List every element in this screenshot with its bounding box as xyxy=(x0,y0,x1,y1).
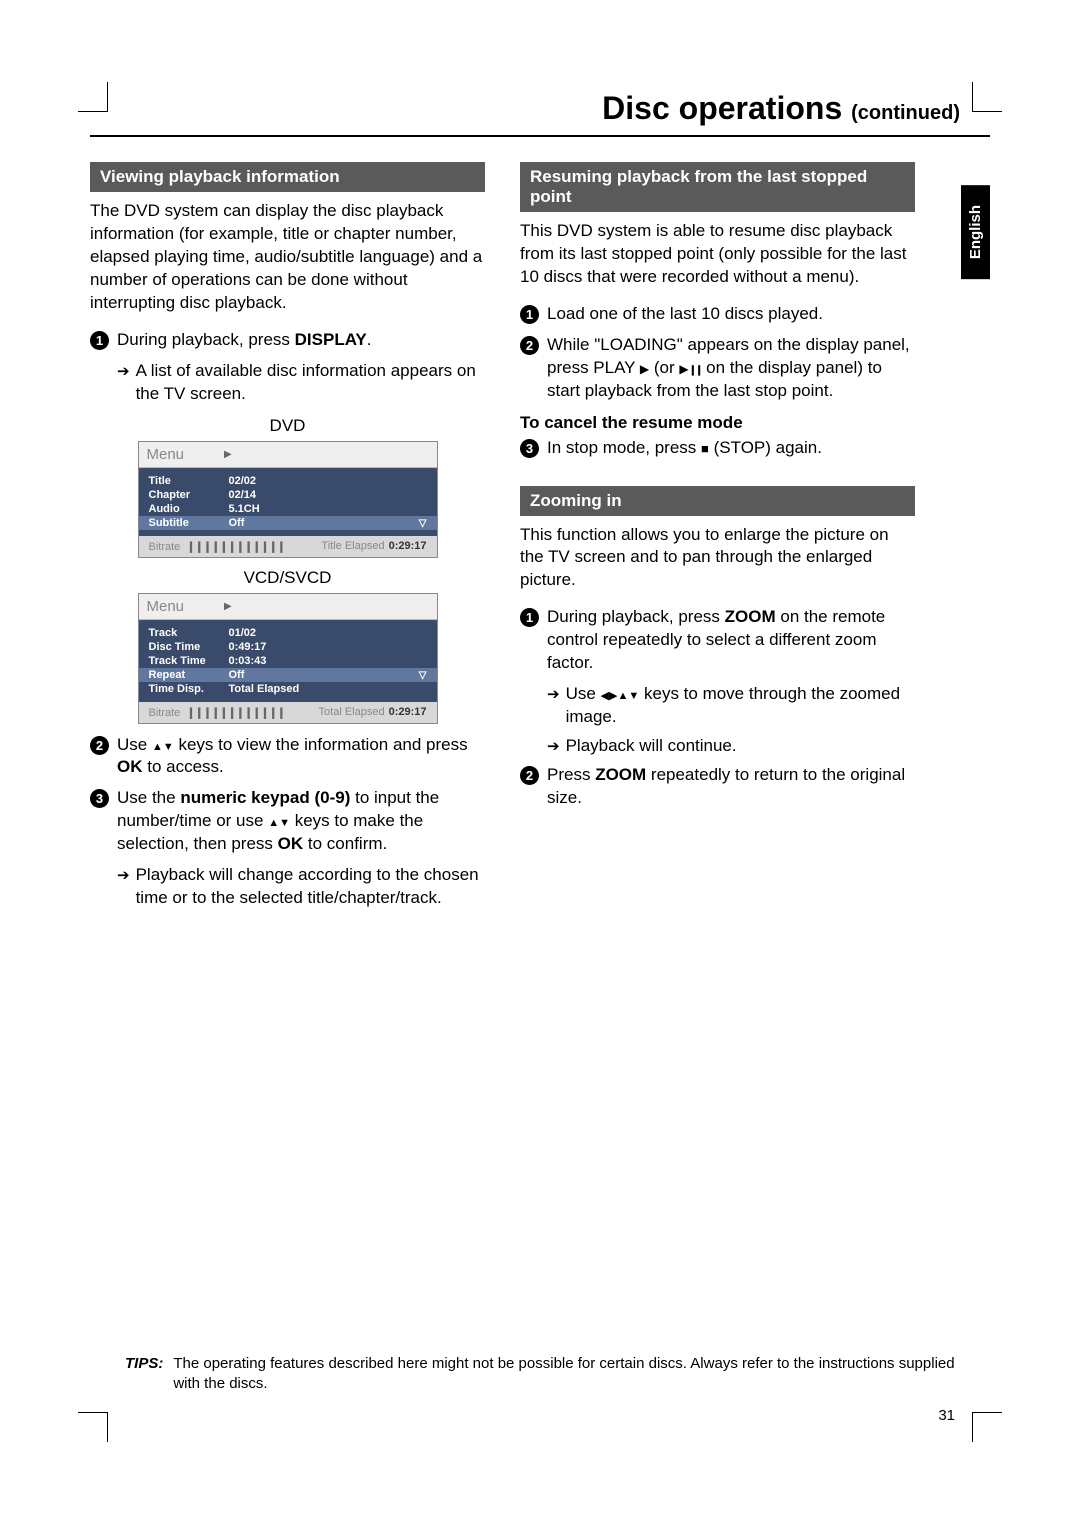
triangle-up-icon xyxy=(268,811,279,830)
arrow-right-icon xyxy=(547,683,560,706)
step-number-icon: 1 xyxy=(520,608,539,627)
stop-icon xyxy=(701,438,709,457)
osd-panel-vcd: Menu ▶ Track01/02 Disc Time0:49:17 Track… xyxy=(138,593,438,724)
triangle-down-icon: ▽ xyxy=(419,670,427,681)
osd-label-dvd: DVD xyxy=(90,416,485,436)
subheading-cancel: To cancel the resume mode xyxy=(520,413,915,433)
step-text: In stop mode, press (STOP) again. xyxy=(547,437,915,460)
tips-footer: TIPS: The operating features described h… xyxy=(125,1354,955,1395)
play-icon xyxy=(640,358,649,377)
step-text: During playback, press DISPLAY. xyxy=(117,329,485,352)
page-number: 31 xyxy=(938,1407,955,1424)
step-1: 1 During playback, press DISPLAY. xyxy=(90,329,485,352)
step-2: 2 Press ZOOM repeatedly to return to the… xyxy=(520,764,915,810)
intro-text: This DVD system is able to resume disc p… xyxy=(520,220,915,289)
step-1: 1 During playback, press ZOOM on the rem… xyxy=(520,606,915,675)
osd-body: Track01/02 Disc Time0:49:17 Track Time0:… xyxy=(139,620,437,702)
step-number-icon: 2 xyxy=(520,766,539,785)
step-text: Load one of the last 10 discs played. xyxy=(547,303,915,326)
step-3: 3 In stop mode, press (STOP) again. xyxy=(520,437,915,460)
left-column: Viewing playback information The DVD sys… xyxy=(90,162,485,916)
step-text: During playback, press ZOOM on the remot… xyxy=(547,606,915,675)
title-main: Disc operations xyxy=(602,90,842,126)
intro-text: The DVD system can display the disc play… xyxy=(90,200,485,315)
step-number-icon: 3 xyxy=(520,439,539,458)
step-2: 2 Use keys to view the information and p… xyxy=(90,734,485,780)
osd-footer: Bitrate ❙❙❙❙❙❙❙❙❙❙❙❙ Total Elapsed0:29:1… xyxy=(139,702,437,723)
result-line: Playback will continue. xyxy=(520,735,915,758)
step-text: Use keys to view the information and pre… xyxy=(117,734,485,780)
step-3: 3 Use the numeric keypad (0-9) to input … xyxy=(90,787,485,856)
step-2: 2 While "LOADING" appears on the display… xyxy=(520,334,915,403)
step-1: 1 Load one of the last 10 discs played. xyxy=(520,303,915,326)
step-number-icon: 3 xyxy=(90,789,109,808)
triangle-left-icon xyxy=(601,684,609,703)
osd-menu-row: Menu ▶ xyxy=(139,594,437,620)
osd-menu-row: Menu ▶ xyxy=(139,442,437,468)
triangle-down-icon: ▽ xyxy=(419,518,427,529)
triangle-up-icon xyxy=(617,684,628,703)
play-icon: ▶ xyxy=(224,601,232,612)
right-column: Resuming playback from the last stopped … xyxy=(520,162,915,916)
triangle-down-icon xyxy=(163,735,174,754)
page-title: Disc operations (continued) xyxy=(90,90,990,137)
section-heading-resume: Resuming playback from the last stopped … xyxy=(520,162,915,212)
step-number-icon: 2 xyxy=(520,336,539,355)
arrow-right-icon xyxy=(117,360,130,383)
tips-label: TIPS: xyxy=(125,1354,163,1395)
tips-text: The operating features described here mi… xyxy=(173,1354,955,1395)
triangle-up-icon xyxy=(152,735,163,754)
triangle-down-icon xyxy=(628,684,639,703)
crop-mark xyxy=(78,1412,108,1442)
result-line: Playback will change according to the ch… xyxy=(90,864,485,910)
step-number-icon: 1 xyxy=(520,305,539,324)
step-number-icon: 1 xyxy=(90,331,109,350)
triangle-down-icon xyxy=(279,811,290,830)
step-text: While "LOADING" appears on the display p… xyxy=(547,334,915,403)
section-heading-viewing: Viewing playback information xyxy=(90,162,485,192)
arrow-right-icon xyxy=(117,864,130,887)
crop-mark xyxy=(972,1412,1002,1442)
arrow-right-icon xyxy=(547,735,560,758)
result-line: Use keys to move through the zoomed imag… xyxy=(520,683,915,729)
play-icon: ▶ xyxy=(224,449,232,460)
osd-label-vcd: VCD/SVCD xyxy=(90,568,485,588)
step-number-icon: 2 xyxy=(90,736,109,755)
intro-text: This function allows you to enlarge the … xyxy=(520,524,915,593)
osd-body: Title02/02 Chapter02/14 Audio5.1CH Subti… xyxy=(139,468,437,536)
language-tab: English xyxy=(961,185,990,279)
play-pause-icon xyxy=(679,358,701,377)
osd-footer: Bitrate ❙❙❙❙❙❙❙❙❙❙❙❙ Title Elapsed0:29:1… xyxy=(139,536,437,557)
step-text: Press ZOOM repeatedly to return to the o… xyxy=(547,764,915,810)
title-continued: (continued) xyxy=(851,102,960,124)
step-text: Use the numeric keypad (0-9) to input th… xyxy=(117,787,485,856)
result-line: A list of available disc information app… xyxy=(90,360,485,406)
section-heading-zoom: Zooming in xyxy=(520,486,915,516)
osd-panel-dvd: Menu ▶ Title02/02 Chapter02/14 Audio5.1C… xyxy=(138,441,438,558)
